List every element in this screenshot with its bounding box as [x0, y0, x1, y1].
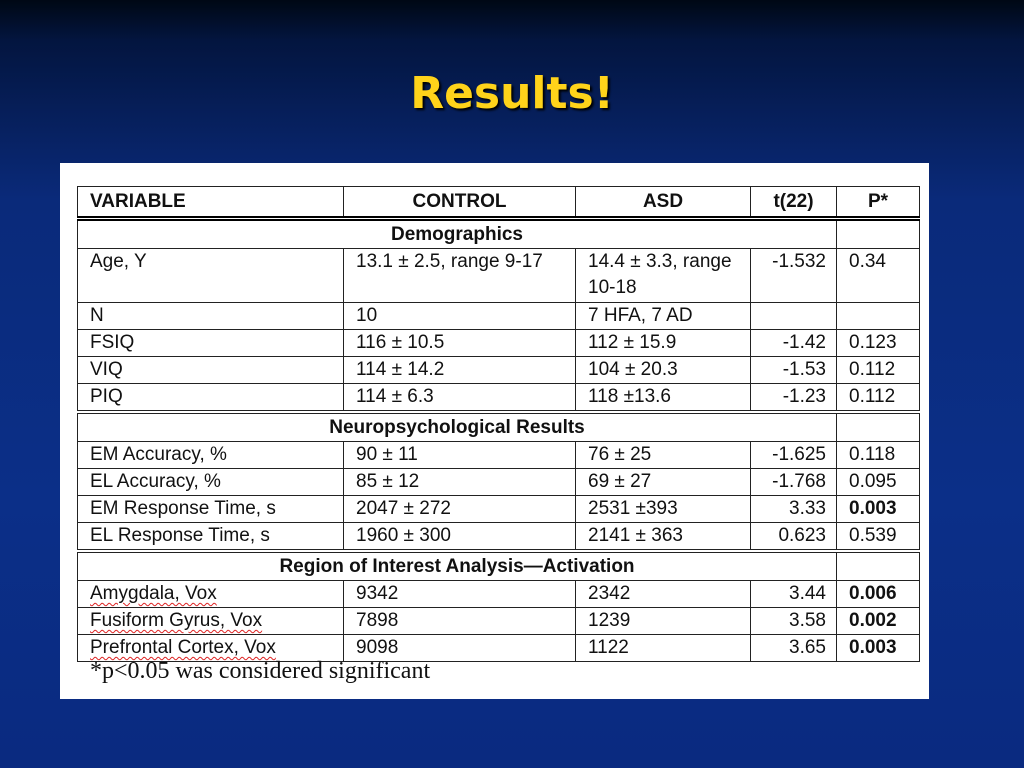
table-row: EL Accuracy, % 85 ± 12 69 ± 27 -1.768 0.095 — [77, 468, 920, 496]
cell-variable: Fusiform Gyrus, Vox — [77, 607, 344, 635]
cell-t: -1.532 — [750, 248, 837, 303]
cell-variable: EL Accuracy, % — [77, 468, 344, 496]
table-row: VIQ 114 ± 14.2 104 ± 20.3 -1.53 0.112 — [77, 356, 920, 384]
table-row: EM Accuracy, % 90 ± 11 76 ± 25 -1.625 0.118 — [77, 441, 920, 469]
cell-asd: 2141 ± 363 — [575, 522, 751, 552]
cell-p: 0.112 — [836, 356, 920, 384]
cell-p: 0.002 — [836, 607, 920, 635]
cell-p: 0.118 — [836, 441, 920, 469]
cell-t: -1.42 — [750, 329, 837, 357]
cell-t: -1.53 — [750, 356, 837, 384]
cell-p — [836, 302, 920, 330]
cell-asd: 118 ±13.6 — [575, 383, 751, 413]
cell-asd: 14.4 ± 3.3, range 10-18 — [575, 248, 751, 303]
cell-p: 0.006 — [836, 580, 920, 608]
cell-variable: EM Accuracy, % — [77, 441, 344, 469]
cell-asd: 1239 — [575, 607, 751, 635]
table-row: N 10 7 HFA, 7 AD — [77, 302, 920, 330]
cell-control: 116 ± 10.5 — [343, 329, 576, 357]
table-row: PIQ 114 ± 6.3 118 ±13.6 -1.23 0.112 — [77, 383, 920, 413]
cell-asd: 69 ± 27 — [575, 468, 751, 496]
cell-variable: VIQ — [77, 356, 344, 384]
table-header-row: VARIABLE CONTROL ASD t(22) P* — [77, 186, 920, 221]
cell-t: 3.44 — [750, 580, 837, 608]
cell-p: 0.003 — [836, 495, 920, 523]
cell-variable: PIQ — [77, 383, 344, 413]
cell-asd: 76 ± 25 — [575, 441, 751, 469]
cell-t: -1.23 — [750, 383, 837, 413]
cell-control: 9342 — [343, 580, 576, 608]
cell-variable: Prefrontal Cortex, Vox — [77, 634, 344, 662]
cell-asd: 7 HFA, 7 AD — [575, 302, 751, 330]
section-title: Neuropsychological Results — [77, 410, 837, 442]
footnote: *p<0.05 was considered significant — [90, 658, 431, 684]
cell-variable: Amygdala, Vox — [77, 580, 344, 608]
cell-t: -1.625 — [750, 441, 837, 469]
header-p: P* — [836, 186, 920, 221]
cell-t: 3.58 — [750, 607, 837, 635]
cell-t: -1.768 — [750, 468, 837, 496]
cell-variable: Age, Y — [77, 248, 344, 303]
cell-p: 0.539 — [836, 522, 920, 552]
cell-p: 0.112 — [836, 383, 920, 413]
cell-control: 2047 ± 272 — [343, 495, 576, 523]
cell-variable: EL Response Time, s — [77, 522, 344, 552]
header-control: CONTROL — [343, 186, 576, 221]
cell-asd: 1122 — [575, 634, 751, 662]
variable-text: Prefrontal Cortex, Vox — [90, 637, 276, 658]
section-empty-cell — [836, 549, 920, 581]
section-title: Demographics — [77, 216, 837, 249]
cell-t: 3.33 — [750, 495, 837, 523]
cell-control: 114 ± 14.2 — [343, 356, 576, 384]
cell-control: 90 ± 11 — [343, 441, 576, 469]
section-row: Demographics — [77, 216, 920, 249]
cell-p: 0.34 — [836, 248, 920, 303]
cell-t — [750, 302, 837, 330]
section-empty-cell — [836, 216, 920, 249]
table-row: Prefrontal Cortex, Vox 9098 1122 3.65 0.003 — [77, 634, 920, 662]
section-row: Region of Interest Analysis—Activation — [77, 549, 920, 581]
table-row: Amygdala, Vox 9342 2342 3.44 0.006 — [77, 580, 920, 608]
table-row: EM Response Time, s 2047 ± 272 2531 ±393 3.… — [77, 495, 920, 523]
cell-control: 7898 — [343, 607, 576, 635]
cell-control: 13.1 ± 2.5, range 9-17 — [343, 248, 576, 303]
header-asd: ASD — [575, 186, 751, 221]
cell-p: 0.003 — [836, 634, 920, 662]
results-table-image: VARIABLE CONTROL ASD t(22) P* Demographi… — [60, 163, 929, 699]
cell-variable: FSIQ — [77, 329, 344, 357]
section-empty-cell — [836, 410, 920, 442]
slide-title: Results! — [410, 68, 614, 119]
cell-asd: 2531 ±393 — [575, 495, 751, 523]
section-title: Region of Interest Analysis—Activation — [77, 549, 837, 581]
cell-variable: EM Response Time, s — [77, 495, 344, 523]
cell-p: 0.095 — [836, 468, 920, 496]
cell-asd: 2342 — [575, 580, 751, 608]
variable-text: Amygdala, Vox — [90, 583, 217, 604]
cell-control: 114 ± 6.3 — [343, 383, 576, 413]
cell-control: 10 — [343, 302, 576, 330]
table-row: Fusiform Gyrus, Vox 7898 1239 3.58 0.002 — [77, 607, 920, 635]
cell-t: 0.623 — [750, 522, 837, 552]
table-row: FSIQ 116 ± 10.5 112 ± 15.9 -1.42 0.123 — [77, 329, 920, 357]
header-t: t(22) — [750, 186, 837, 221]
cell-asd: 104 ± 20.3 — [575, 356, 751, 384]
table-row: Age, Y 13.1 ± 2.5, range 9-17 14.4 ± 3.3, … — [77, 248, 920, 303]
results-table: VARIABLE CONTROL ASD t(22) P* Demographi… — [77, 186, 920, 662]
cell-asd: 112 ± 15.9 — [575, 329, 751, 357]
variable-text: Fusiform Gyrus, Vox — [90, 610, 263, 631]
header-variable: VARIABLE — [77, 186, 344, 221]
cell-t: 3.65 — [750, 634, 837, 662]
cell-p: 0.123 — [836, 329, 920, 357]
cell-variable: N — [77, 302, 344, 330]
cell-control: 1960 ± 300 — [343, 522, 576, 552]
section-row: Neuropsychological Results — [77, 410, 920, 442]
cell-control: 9098 — [343, 634, 576, 662]
cell-control: 85 ± 12 — [343, 468, 576, 496]
table-row: EL Response Time, s 1960 ± 300 2141 ± 363 0… — [77, 522, 920, 552]
